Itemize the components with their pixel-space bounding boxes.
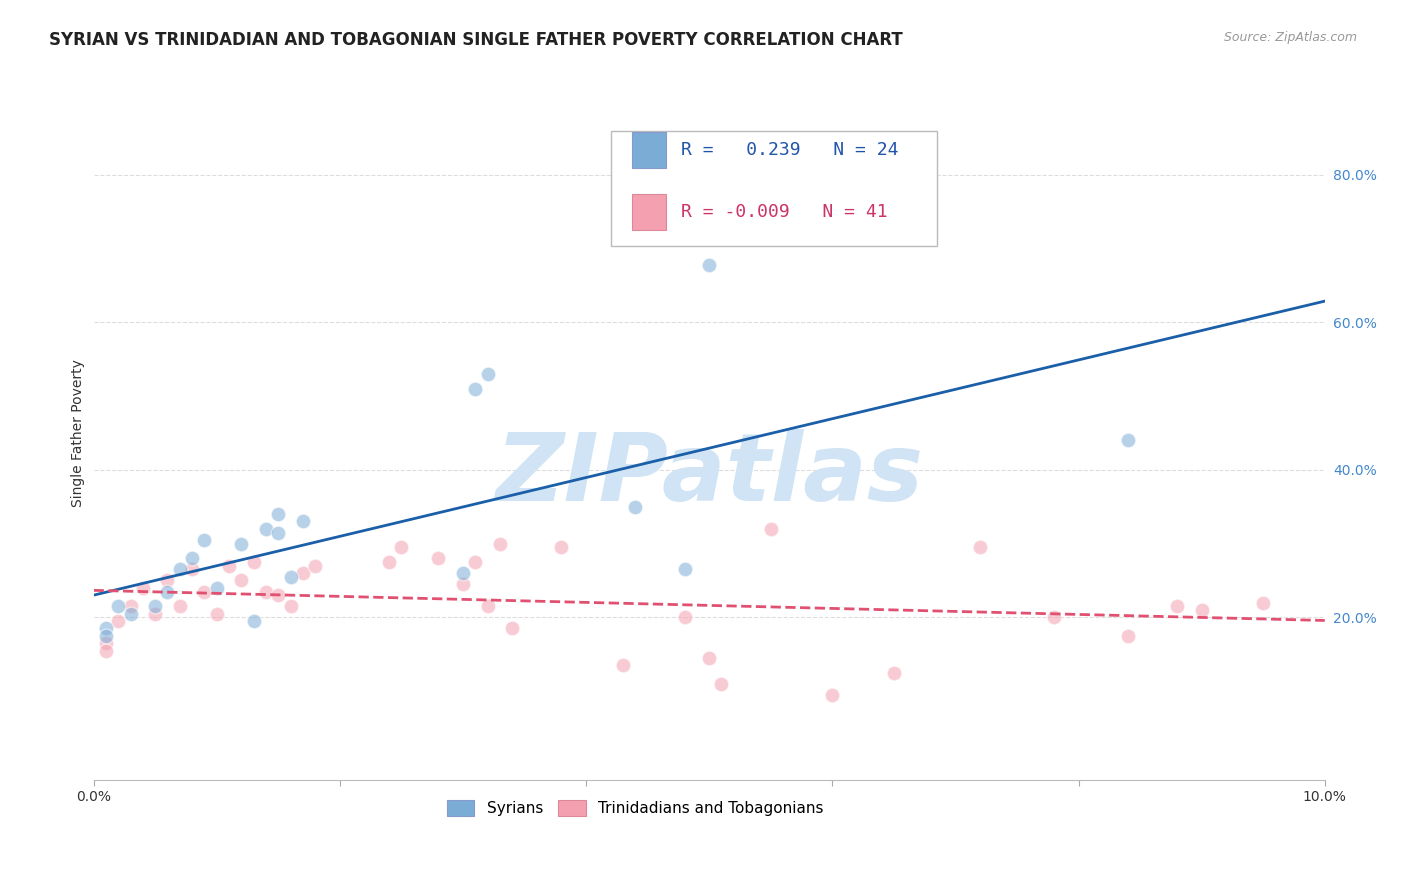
Point [267,525,290,540]
Point [254,522,277,536]
Point [120,599,142,614]
Point [156,584,179,599]
Point [883,665,905,680]
Point [673,610,696,624]
Point [378,555,401,569]
Point [181,562,204,576]
Point [169,562,191,576]
FancyBboxPatch shape [610,131,936,246]
Point [242,555,264,569]
Point [280,570,302,584]
Point [231,574,253,588]
Bar [631,132,666,169]
Point [710,677,733,691]
Bar [631,194,666,230]
Point [624,500,647,514]
Point [132,581,155,595]
Text: R =   0.239   N = 24: R = 0.239 N = 24 [681,141,898,159]
Point [451,577,474,591]
Point [969,541,991,555]
Point [501,622,523,636]
Point [759,522,782,536]
Point [612,658,634,673]
Point [477,599,499,614]
Point [94,629,117,643]
Point [254,584,277,599]
Point [489,536,512,550]
Point [143,607,166,621]
Point [280,599,302,614]
Point [1191,603,1213,617]
Point [389,541,412,555]
Point [242,614,264,628]
Point [1166,599,1188,614]
Point [94,622,117,636]
Point [267,507,290,521]
Point [205,581,228,595]
Point [193,533,215,547]
Point [673,562,696,576]
Point [143,599,166,614]
Point [291,515,314,529]
Point [464,382,486,396]
Point [267,588,290,602]
Point [821,688,844,702]
Text: R = -0.009   N = 41: R = -0.009 N = 41 [681,202,887,221]
Point [304,558,326,573]
Point [427,551,450,566]
Point [697,651,720,665]
Point [550,541,572,555]
Point [1043,610,1066,624]
Point [464,555,486,569]
Text: Source: ZipAtlas.com: Source: ZipAtlas.com [1223,31,1357,45]
Point [451,566,474,580]
Point [94,643,117,657]
Legend: Syrians, Trinidadians and Tobagonians: Syrians, Trinidadians and Tobagonians [439,793,831,824]
Point [205,607,228,621]
Point [1116,629,1139,643]
Text: ZIPatlas: ZIPatlas [495,428,924,521]
Text: SYRIAN VS TRINIDADIAN AND TOBAGONIAN SINGLE FATHER POVERTY CORRELATION CHART: SYRIAN VS TRINIDADIAN AND TOBAGONIAN SIN… [49,31,903,49]
Point [218,558,240,573]
Point [169,599,191,614]
Point [291,566,314,580]
Point [156,574,179,588]
Point [697,258,720,272]
Point [107,599,129,614]
Point [1116,434,1139,448]
Point [231,536,253,550]
Point [94,636,117,650]
Point [107,614,129,628]
Point [1251,596,1274,610]
Point [477,367,499,381]
Point [120,607,142,621]
Point [193,584,215,599]
Y-axis label: Single Father Poverty: Single Father Poverty [72,359,86,507]
Point [181,551,204,566]
